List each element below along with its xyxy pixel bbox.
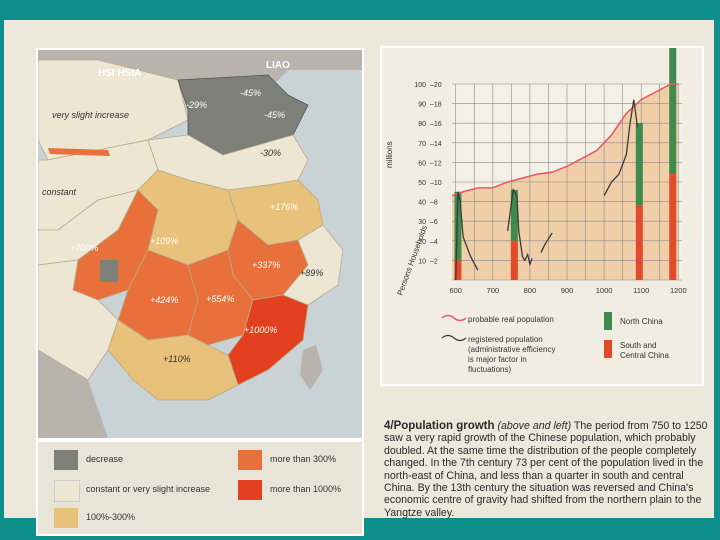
y-tick-label-millions: 70 xyxy=(418,141,426,148)
region-plus-110 xyxy=(107,319,239,401)
caption-body: The period from 750 to 1250 saw a very r… xyxy=(384,420,708,519)
x-tick-label: 600 xyxy=(449,286,462,295)
bar-north-china xyxy=(510,189,518,241)
y-tick-label-households: –18 xyxy=(430,102,442,109)
legend-real: probable real population xyxy=(468,315,554,324)
y-tick-label-households: –20 xyxy=(430,82,442,89)
bar-south-central-china xyxy=(510,240,518,280)
y-tick-label-millions: 100 xyxy=(414,82,426,89)
legend-registered-note: is major factor in xyxy=(468,355,527,364)
y-tick-label-millions: 80 xyxy=(418,121,426,128)
region-value: -30% xyxy=(260,148,282,158)
x-tick-label: 900 xyxy=(561,286,574,295)
line-registered-population xyxy=(603,99,639,197)
legend-mark-real xyxy=(441,314,467,322)
label-liao: LIAO xyxy=(266,60,290,71)
legend-south: Central China xyxy=(620,351,669,360)
y-tick-label-millions: 40 xyxy=(418,200,426,207)
region-plus-89 xyxy=(282,224,344,306)
label-hsi-hsia: HSI HSIA xyxy=(98,68,142,79)
y-tick-label-households: –14 xyxy=(430,141,442,148)
y-tick-label-millions: 60 xyxy=(418,160,426,167)
y-tick-label-millions: 30 xyxy=(418,219,426,226)
region-value: -45% xyxy=(240,88,262,98)
population-chart: millions Persons Households probable rea… xyxy=(380,35,704,386)
legend-south: South and xyxy=(620,341,656,350)
region-value: -29% xyxy=(186,100,208,110)
population-map: HSI HSIA LIAO very slight increase const… xyxy=(36,48,364,440)
legend-registered-note: fluctuations) xyxy=(468,365,511,374)
chart-svg: millions Persons Households probable rea… xyxy=(385,35,687,374)
y-tick-label-millions: 90 xyxy=(418,102,426,109)
caption: 4/Population growth (above and left) The… xyxy=(384,420,712,519)
legend-swatch-more-1000 xyxy=(238,480,262,500)
y-tick-label-households: –8 xyxy=(430,200,438,207)
line-registered-population xyxy=(540,232,553,253)
bar-south-central-china xyxy=(454,260,462,280)
y-axis-label-top: millions xyxy=(385,141,394,168)
y-tick-label-households: –10 xyxy=(430,180,442,187)
y-tick-label-millions: 10 xyxy=(418,258,426,265)
region-value: +89% xyxy=(300,268,324,278)
legend-100-300: 100%-300% xyxy=(86,512,136,522)
legend-more-1000: more than 1000% xyxy=(270,484,342,494)
legend-mark-north xyxy=(604,312,612,330)
legend-swatch-more-300 xyxy=(238,450,262,470)
legend-swatch-constant xyxy=(54,480,80,502)
legend-mark-south xyxy=(604,340,612,358)
bar-north-china xyxy=(454,191,462,261)
region-value: +554% xyxy=(206,294,235,304)
northern-foreign-land xyxy=(38,50,362,90)
region-value: +700% xyxy=(70,243,99,253)
legend-registered-note: (administrative efficiency xyxy=(468,345,555,354)
legend-swatch-100-300 xyxy=(54,508,78,528)
region-value: +109% xyxy=(150,236,179,246)
line-registered-population xyxy=(455,191,479,281)
legend-constant: constant or very slight increase xyxy=(86,484,211,494)
region-value: +337% xyxy=(252,260,281,270)
taiwan-island xyxy=(300,345,323,390)
x-tick-label: 1000 xyxy=(596,286,613,295)
region-southwest xyxy=(38,259,119,381)
legend-north: North China xyxy=(620,317,663,326)
region-value: -45% xyxy=(264,110,286,120)
bar-south-central-china xyxy=(669,174,677,280)
y-tick-label-households: –6 xyxy=(430,219,438,226)
southwest-foreign-land xyxy=(38,350,108,438)
x-tick-label: 700 xyxy=(487,286,500,295)
legend-decrease: decrease xyxy=(86,454,124,464)
legend-more-300: more than 300% xyxy=(270,454,337,464)
y-tick-label-households: –12 xyxy=(430,160,442,167)
y-tick-label-households: –2 xyxy=(430,258,438,265)
map-legend: decrease constant or very slight increas… xyxy=(36,440,364,536)
bar-south-central-china xyxy=(635,205,643,280)
legend-registered: registered population xyxy=(468,335,543,344)
y-tick-label-households: –16 xyxy=(430,121,442,128)
region-value: +1000% xyxy=(244,325,278,335)
line-probable-real-population xyxy=(451,83,679,197)
map-svg xyxy=(38,50,362,438)
legend-swatch-decrease xyxy=(54,450,78,470)
region-value: +110% xyxy=(163,354,191,364)
bar-north-china xyxy=(669,35,677,175)
region-value: +424% xyxy=(150,295,179,305)
label-very-slight-increase: very slight increase xyxy=(52,110,130,120)
region-red-strip xyxy=(48,148,110,156)
region-small-decrease xyxy=(100,260,118,282)
region-value: +176% xyxy=(270,202,299,212)
y-tick-label-millions: 20 xyxy=(418,239,426,246)
line-registered-population xyxy=(507,187,533,267)
caption-subtitle: (above and left) xyxy=(497,420,572,432)
x-tick-label: 800 xyxy=(524,286,537,295)
y-tick-label-millions: 50 xyxy=(418,180,426,187)
y-tick-label-households: –4 xyxy=(430,239,438,246)
slide: HSI HSIA LIAO very slight increase const… xyxy=(4,20,714,536)
caption-title: 4/Population growth xyxy=(384,420,495,432)
x-tick-label: 1100 xyxy=(633,286,649,295)
label-constant: constant xyxy=(42,187,77,197)
x-tick-label: 1200 xyxy=(670,286,687,295)
bar-north-china xyxy=(635,123,643,206)
legend-mark-registered xyxy=(441,334,467,342)
